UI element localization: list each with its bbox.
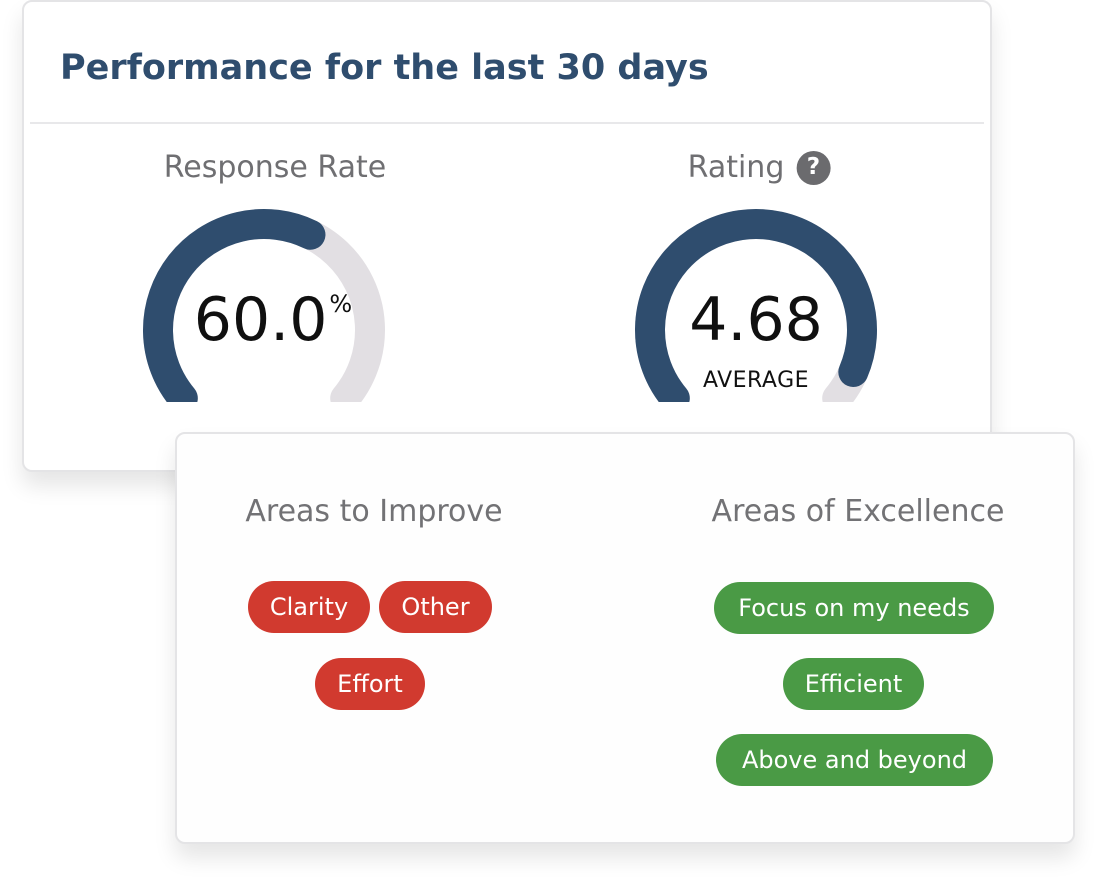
response-rate-label: Response Rate bbox=[164, 150, 386, 185]
title-divider bbox=[30, 122, 984, 124]
excellence-tag-above-and-beyond[interactable]: Above and beyond bbox=[716, 734, 993, 786]
response-rate-value: 60.0% bbox=[194, 290, 352, 350]
response-rate-gauge bbox=[143, 209, 385, 402]
improve-tag-clarity[interactable]: Clarity bbox=[248, 581, 370, 633]
rating-gauge-fill bbox=[635, 209, 877, 402]
improve-tag-other[interactable]: Other bbox=[379, 581, 492, 633]
question-circle-icon[interactable]: ? bbox=[796, 150, 831, 185]
rating-caption: AVERAGE bbox=[702, 368, 810, 393]
areas-to-improve-heading: Areas to Improve bbox=[245, 494, 503, 529]
rating-gauge bbox=[635, 209, 877, 402]
areas-card: Areas to Improve Areas of Excellence Cla… bbox=[175, 432, 1075, 844]
excellence-tag-focus-on-my-needs[interactable]: Focus on my needs bbox=[714, 582, 994, 634]
rating-label-text: Rating bbox=[687, 150, 785, 185]
performance-card: Performance for the last 30 days Respons… bbox=[22, 0, 992, 472]
rating-label: Rating ? bbox=[688, 150, 831, 185]
excellence-tag-efficient[interactable]: Efficient bbox=[783, 658, 924, 710]
areas-of-excellence-heading: Areas of Excellence bbox=[711, 494, 1005, 529]
response-rate-number: 60.0 bbox=[193, 285, 328, 355]
rating-value: 4.68 bbox=[689, 285, 823, 355]
response-rate-unit: % bbox=[329, 290, 353, 318]
response-rate-gauge-fill bbox=[143, 209, 326, 402]
improve-tag-effort[interactable]: Effort bbox=[315, 658, 425, 710]
response-rate-label-text: Response Rate bbox=[163, 150, 387, 185]
card-title: Performance for the last 30 days bbox=[60, 48, 709, 88]
